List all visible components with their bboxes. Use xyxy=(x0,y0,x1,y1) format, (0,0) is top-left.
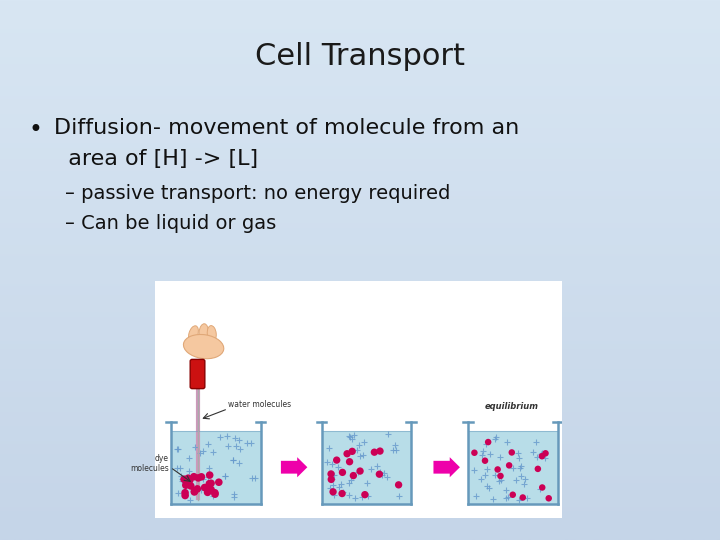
Point xyxy=(507,490,518,499)
Bar xyxy=(468,431,557,504)
Point xyxy=(205,479,217,488)
Ellipse shape xyxy=(199,324,208,340)
FancyArrow shape xyxy=(281,457,307,477)
Point xyxy=(199,483,210,492)
Text: area of [H] -> [L]: area of [H] -> [L] xyxy=(54,149,258,170)
Ellipse shape xyxy=(189,326,199,342)
Text: – passive transport: no energy required: – passive transport: no energy required xyxy=(65,184,450,204)
Point xyxy=(495,471,506,480)
Point xyxy=(202,488,213,497)
Point xyxy=(346,447,358,456)
Point xyxy=(540,449,552,457)
Point xyxy=(480,456,491,465)
FancyArrow shape xyxy=(433,457,460,477)
Text: dye
molecules: dye molecules xyxy=(130,454,169,473)
Point xyxy=(179,475,190,484)
Point xyxy=(204,471,215,480)
Point xyxy=(184,476,196,484)
Point xyxy=(344,457,356,466)
Point xyxy=(536,452,548,461)
Point xyxy=(492,465,503,474)
Point xyxy=(341,449,353,458)
Point xyxy=(517,493,528,502)
Bar xyxy=(322,431,411,504)
Point xyxy=(325,475,337,484)
Point xyxy=(543,494,554,503)
Point xyxy=(325,470,337,478)
Point xyxy=(179,488,191,497)
Point xyxy=(182,474,194,483)
Point xyxy=(204,480,215,488)
Ellipse shape xyxy=(207,326,216,342)
Point xyxy=(348,471,359,480)
Point xyxy=(185,482,197,490)
Point xyxy=(337,468,348,477)
Point xyxy=(336,489,348,498)
Point xyxy=(331,456,343,464)
Text: Diffusion- movement of molecule from an: Diffusion- movement of molecule from an xyxy=(54,118,519,138)
FancyBboxPatch shape xyxy=(190,360,204,389)
Point xyxy=(532,464,544,473)
Point xyxy=(196,472,207,481)
Bar xyxy=(171,431,261,504)
Point xyxy=(354,467,366,475)
Text: water molecules: water molecules xyxy=(228,400,291,409)
Point xyxy=(374,447,386,455)
Point xyxy=(393,481,405,489)
Text: equilibrium: equilibrium xyxy=(485,402,539,410)
Point xyxy=(210,490,221,498)
Ellipse shape xyxy=(184,334,224,359)
Text: •: • xyxy=(29,118,42,141)
Text: Cell Transport: Cell Transport xyxy=(255,42,465,71)
Point xyxy=(374,470,385,478)
Point xyxy=(469,448,480,457)
Point xyxy=(482,438,494,447)
Point xyxy=(213,478,225,487)
Text: – Can be liquid or gas: – Can be liquid or gas xyxy=(65,213,276,233)
Point xyxy=(188,472,199,481)
Point xyxy=(192,474,204,482)
Point xyxy=(180,481,192,490)
FancyBboxPatch shape xyxy=(155,281,562,518)
Point xyxy=(503,461,515,470)
Point xyxy=(192,484,203,493)
Point xyxy=(506,448,518,457)
Point xyxy=(359,490,371,499)
Point xyxy=(536,483,548,492)
Point xyxy=(189,487,200,496)
Point xyxy=(328,488,339,496)
Point xyxy=(209,489,220,497)
Point xyxy=(369,448,380,456)
Point xyxy=(189,488,200,496)
Point xyxy=(205,485,217,494)
Point xyxy=(179,491,191,500)
